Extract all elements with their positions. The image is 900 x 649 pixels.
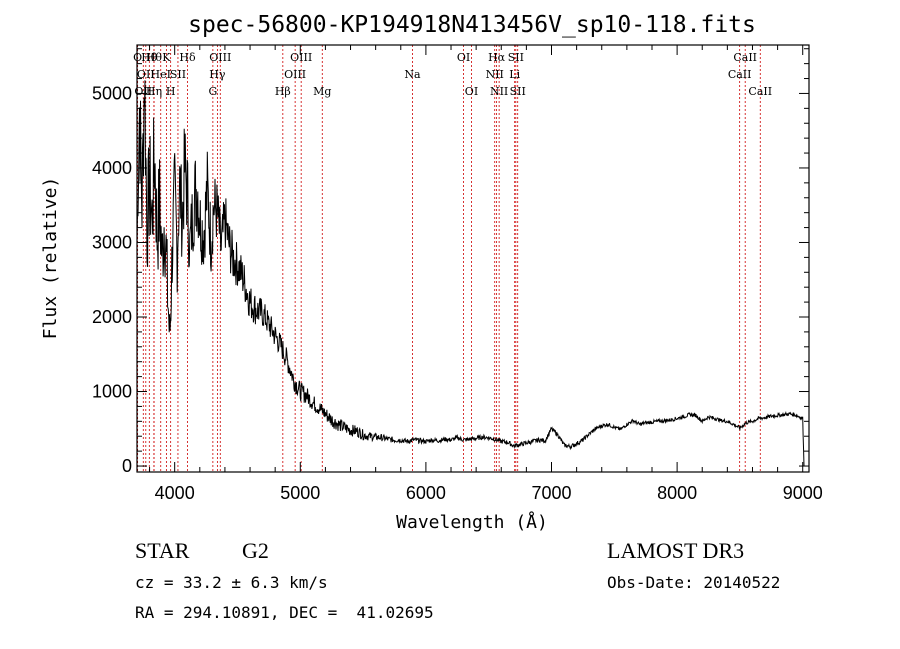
x-tick-label: 6000 bbox=[406, 483, 446, 503]
line-label: SII bbox=[510, 85, 526, 98]
x-tick-label: 4000 bbox=[155, 483, 195, 503]
x-tick-label: 5000 bbox=[280, 483, 320, 503]
flux-series bbox=[136, 80, 805, 467]
x-tick-label: 8000 bbox=[657, 483, 697, 503]
line-label: Hθ bbox=[141, 51, 158, 64]
x-axis-ticks: 4000 5000 6000 7000 8000 9000 bbox=[149, 45, 823, 503]
line-label: Mg bbox=[313, 85, 331, 98]
line-label: Hη bbox=[146, 85, 162, 98]
line-label: O bbox=[133, 51, 142, 64]
line-label: G bbox=[208, 85, 217, 98]
line-label: Na bbox=[404, 68, 421, 81]
line-label: OII bbox=[137, 68, 155, 81]
line-label: Li bbox=[509, 68, 520, 81]
plot-frame bbox=[136, 44, 810, 473]
line-label: SII bbox=[170, 68, 186, 81]
y-tick-label: 5000 bbox=[92, 83, 132, 103]
y-tick-label: 2000 bbox=[92, 307, 132, 327]
x-axis-label: Wavelength (Å) bbox=[396, 511, 548, 533]
y-tick-label: 1000 bbox=[92, 382, 132, 402]
redshift-readout: cz = 33.2 ± 6.3 km/s bbox=[135, 573, 328, 592]
y-tick-label: 3000 bbox=[92, 232, 132, 252]
line-label: OI bbox=[465, 85, 478, 98]
line-label: Hβ bbox=[275, 85, 291, 98]
line-label: H bbox=[166, 85, 176, 98]
line-label: Hδ bbox=[179, 51, 196, 64]
object-class: STAR bbox=[135, 538, 190, 563]
line-label: Hθ bbox=[146, 51, 163, 64]
line-label: OIII bbox=[209, 51, 231, 64]
coordinates-readout: RA = 294.10891, DEC = 41.02695 bbox=[135, 603, 434, 622]
line-label: CaII bbox=[733, 51, 757, 64]
x-tick-label: 9000 bbox=[783, 483, 823, 503]
x-tick-label: 7000 bbox=[531, 483, 571, 503]
line-label: HeI bbox=[151, 68, 171, 81]
line-label: NII bbox=[486, 68, 504, 81]
spectral-line-markers bbox=[137, 45, 761, 472]
line-label: CaII bbox=[748, 85, 772, 98]
line-label: SII bbox=[508, 51, 524, 64]
flux-line bbox=[136, 80, 805, 467]
line-label: OIII bbox=[290, 51, 312, 64]
line-label: K bbox=[162, 51, 171, 64]
line-label: Hγ bbox=[209, 68, 226, 81]
chart-title: spec-56800-KP194918N413456V_sp10-118.fit… bbox=[188, 12, 756, 38]
y-tick-label: 0 bbox=[122, 456, 132, 476]
line-label: CaII bbox=[728, 68, 752, 81]
line-label: Hα bbox=[488, 51, 506, 64]
observation-date: Obs-Date: 20140522 bbox=[607, 573, 781, 592]
spectral-line-labels: O OII OII Hθ Hη Hθ HeI K H SII Hδ G Hγ OIII Hβ OIII OIII… bbox=[133, 51, 772, 98]
y-axis-ticks: 0 1000 2000 3000 4000 5000 bbox=[92, 48, 809, 476]
y-axis-label: Flux (relative) bbox=[40, 177, 61, 340]
survey-name: LAMOST DR3 bbox=[607, 538, 745, 563]
y-tick-label: 4000 bbox=[92, 158, 132, 178]
object-subclass: G2 bbox=[242, 538, 269, 563]
line-label: NII bbox=[490, 85, 508, 98]
line-label: OI bbox=[457, 51, 470, 64]
line-label: OIII bbox=[284, 68, 306, 81]
line-label: OII bbox=[134, 85, 152, 98]
